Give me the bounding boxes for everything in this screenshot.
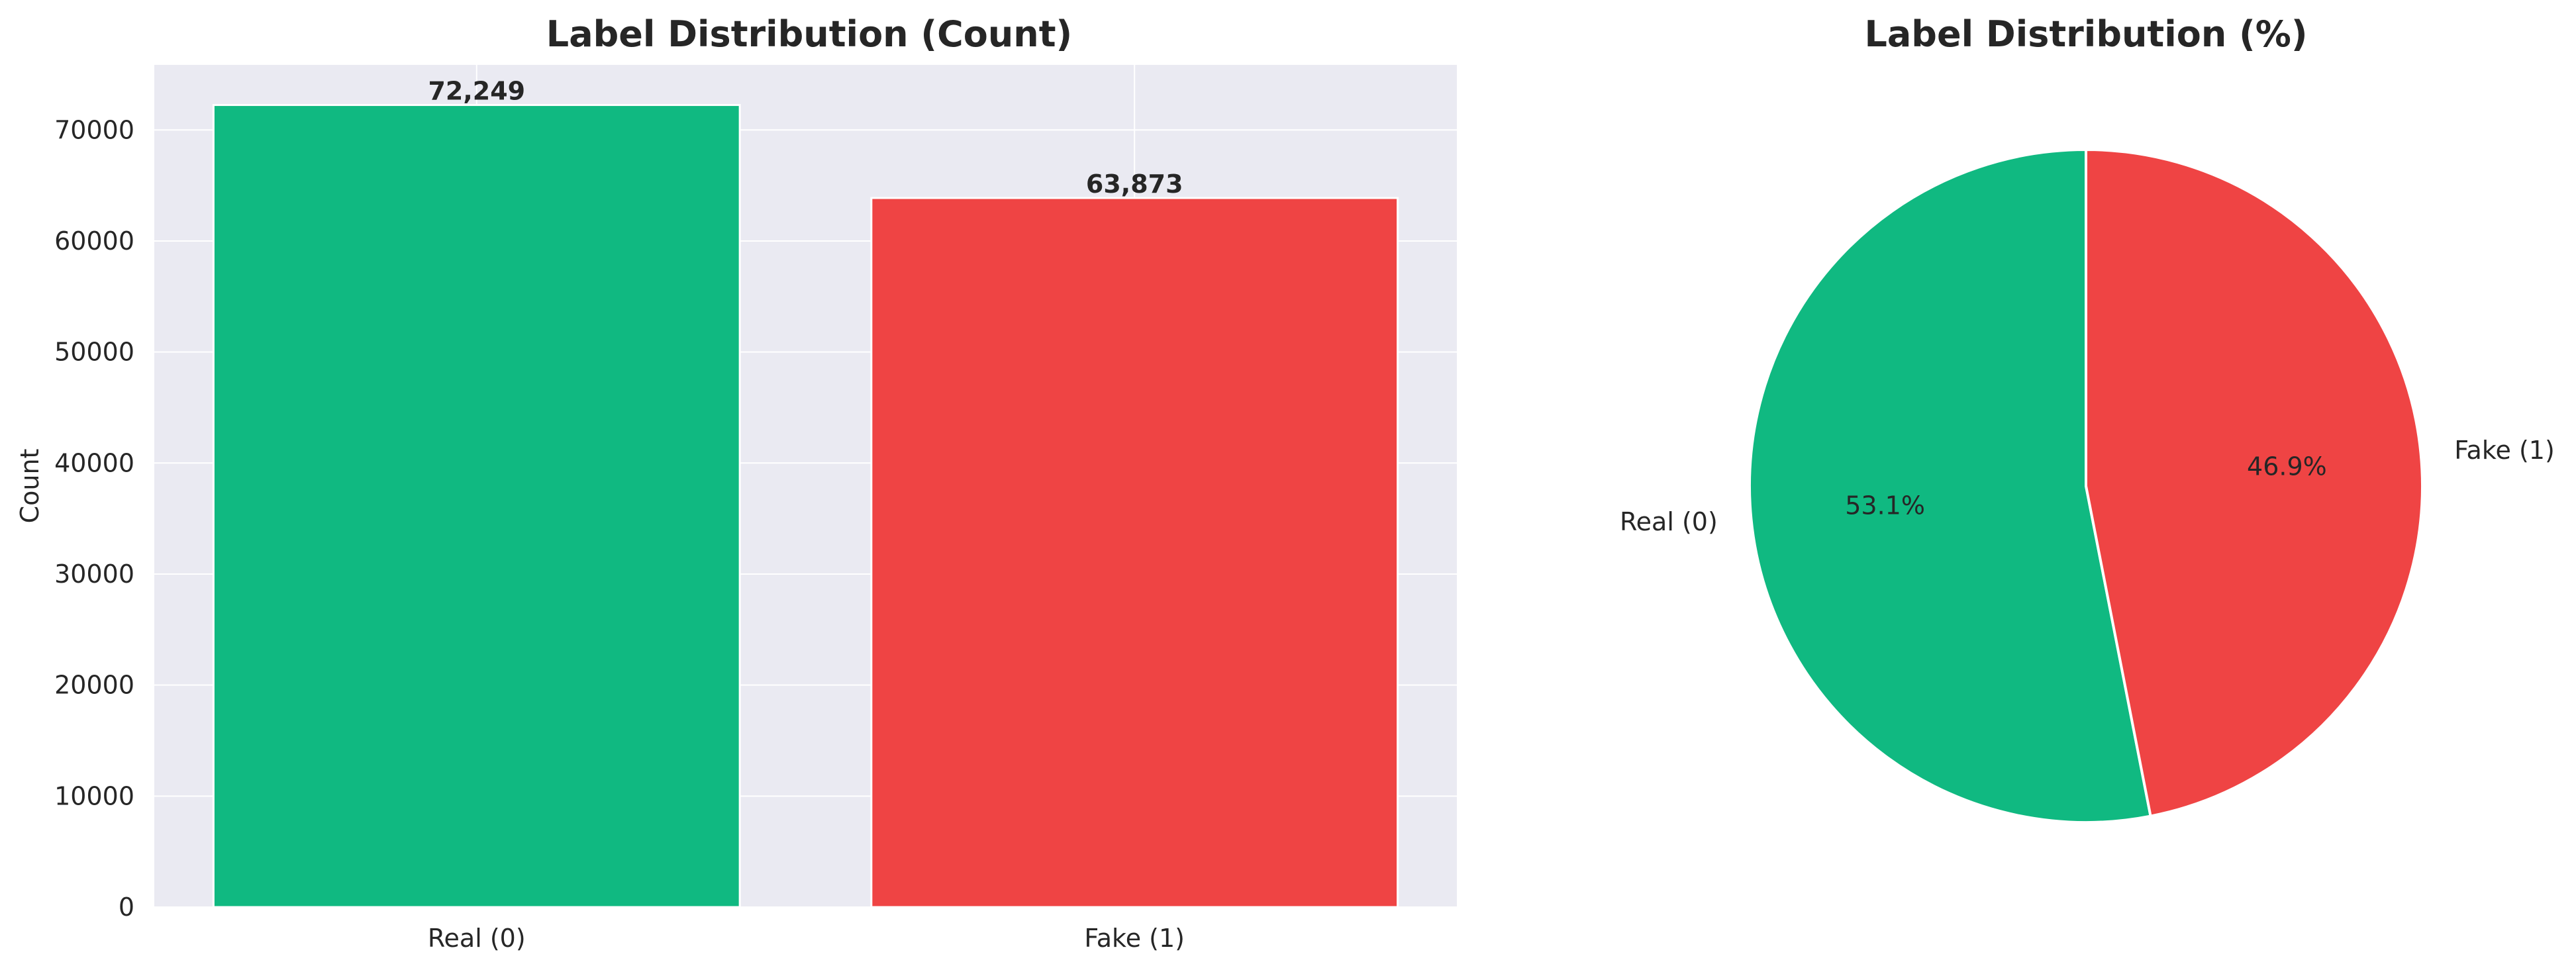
bar-y-tick-4: 40000 xyxy=(54,448,134,477)
bar-y-tick-2: 20000 xyxy=(54,671,134,700)
bar-chart-title: Label Distribution (Count) xyxy=(546,13,1072,55)
pie-slices xyxy=(1748,148,2424,824)
bar-y-tick-7: 70000 xyxy=(54,115,134,144)
bar-data-label-1: 63,873 xyxy=(1086,170,1183,199)
pie-percent-1: 46.9% xyxy=(2247,452,2327,481)
bar-x-tick-0: Real (0) xyxy=(428,924,526,953)
pie-chart: Label Distribution (%) Real (0)Fake (1) … xyxy=(1620,13,2555,824)
bar-0 xyxy=(212,104,741,908)
bar-x-tick-1: Fake (1) xyxy=(1084,924,1185,953)
pie-slice-1 xyxy=(2085,148,2424,818)
bar-1 xyxy=(870,197,1399,908)
pie-category-labels: Real (0) Fake (1) xyxy=(1620,436,2555,536)
bar-y-axis-label: Count xyxy=(15,449,44,524)
pie-slice-0 xyxy=(1748,148,2152,824)
bar-data-labels: 72,249 63,873 xyxy=(428,77,1183,199)
bar-y-tick-1: 10000 xyxy=(54,781,134,810)
bar-y-tick-6: 60000 xyxy=(54,226,134,256)
pie-percent-0: 53.1% xyxy=(1845,491,1925,520)
bar-y-tick-labels: 0 10000 20000 30000 40000 50000 60000 70000 xyxy=(54,115,134,922)
bar-series xyxy=(212,104,1399,908)
pie-percent-labels: 53.1% 46.9% xyxy=(1845,452,2326,520)
bar-y-tick-3: 30000 xyxy=(54,559,134,589)
bar-y-tick-0: 0 xyxy=(119,893,134,922)
bar-x-tick-labels: Real (0) Fake (1) xyxy=(428,924,1185,953)
pie-chart-title: Label Distribution (%) xyxy=(1864,13,2307,55)
bar-chart: Label Distribution (Count) 72,24963,873 … xyxy=(15,13,1457,953)
bar-data-label-0: 72,249 xyxy=(428,77,525,106)
pie-label-1: Fake (1) xyxy=(2454,436,2555,465)
bar-y-tick-5: 50000 xyxy=(54,338,134,367)
pie-label-0: Real (0) xyxy=(1620,507,1718,536)
